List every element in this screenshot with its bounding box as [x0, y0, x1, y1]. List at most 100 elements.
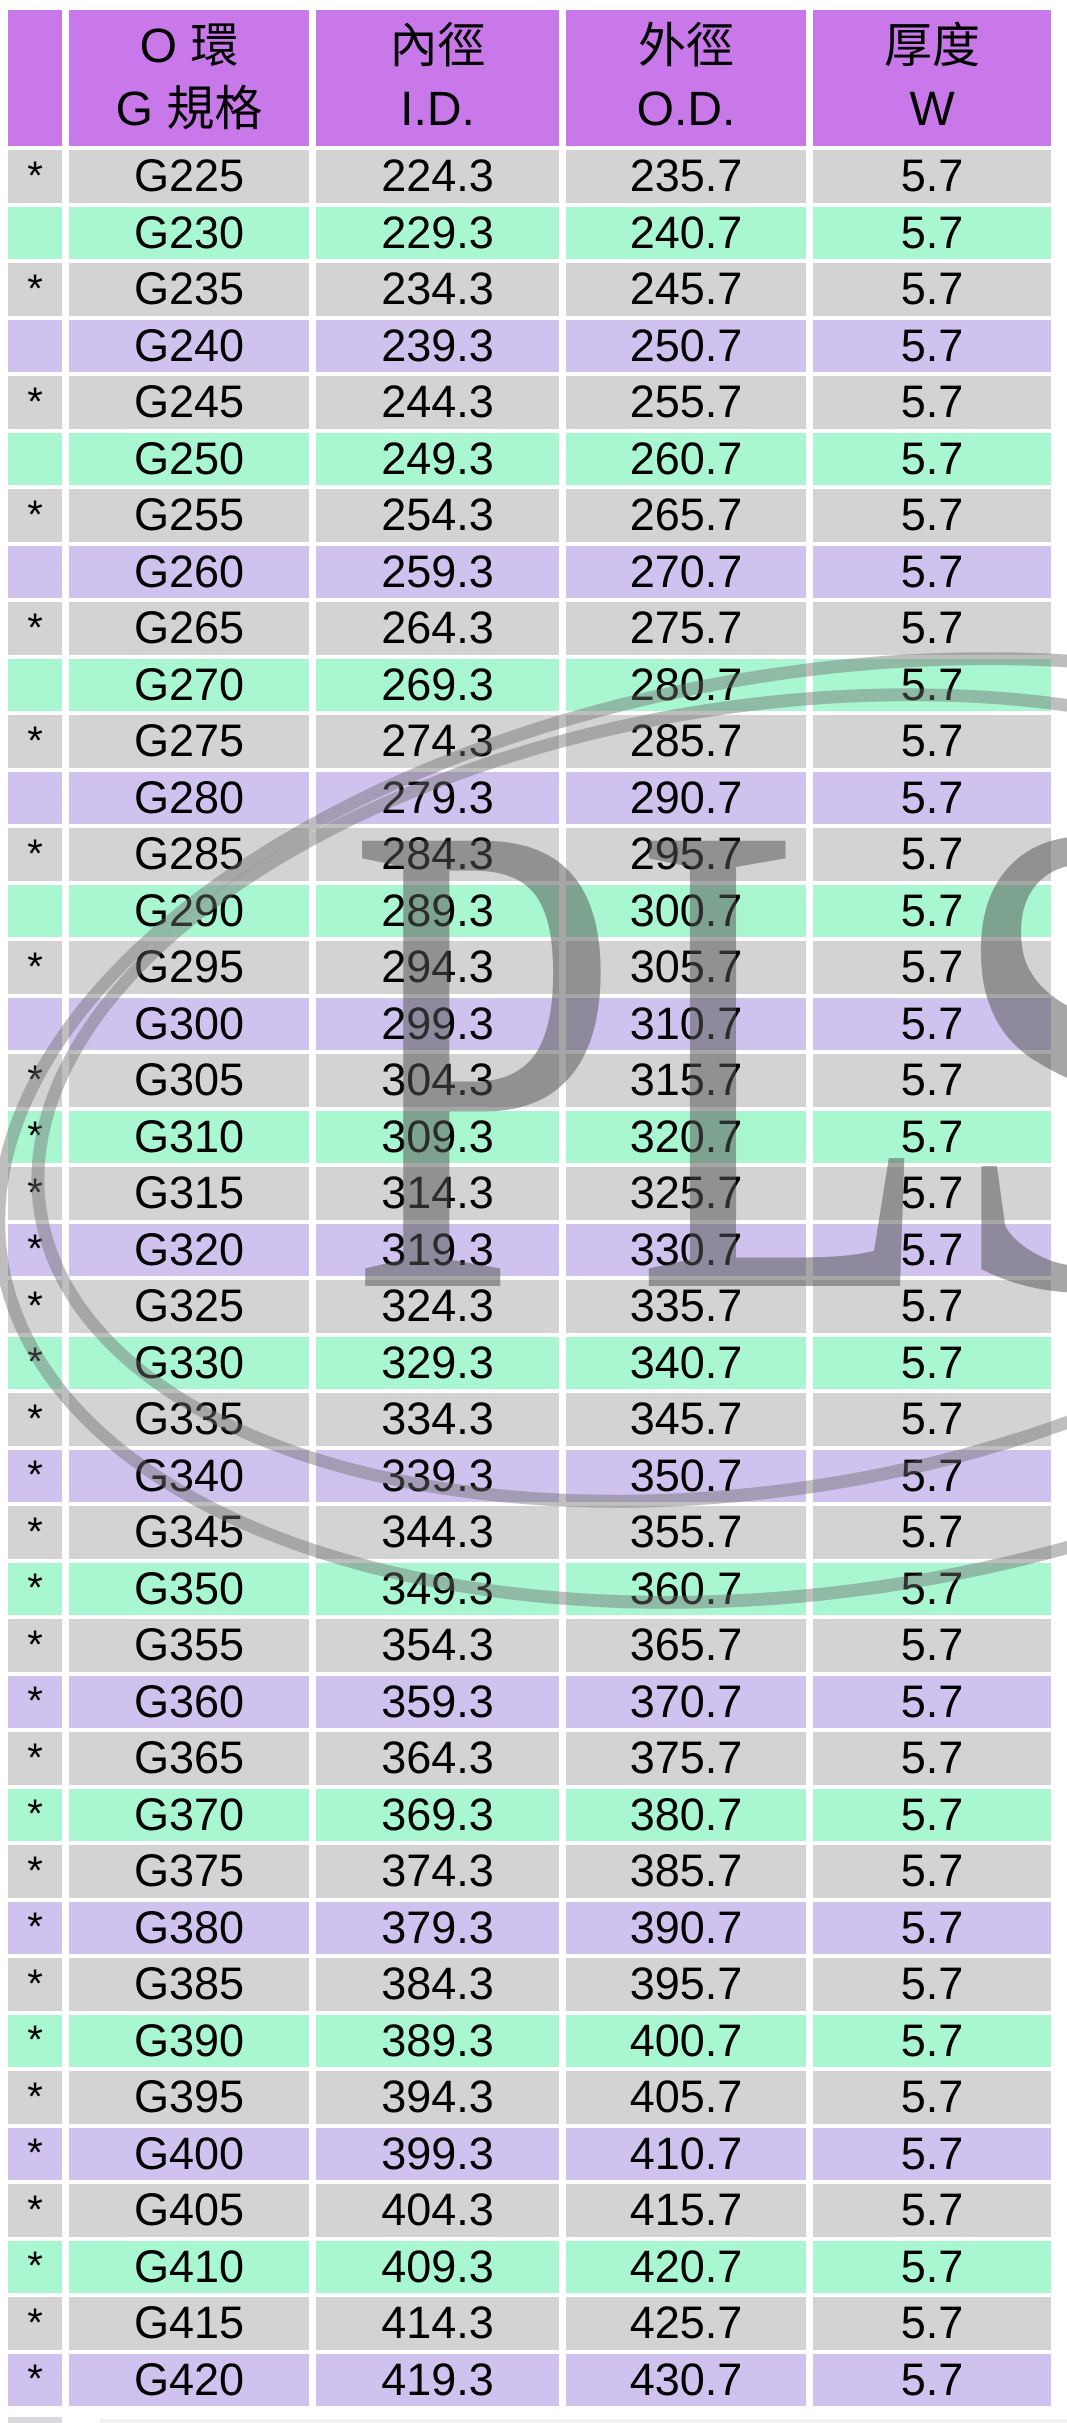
- w-cell: 5.7: [813, 432, 1051, 485]
- w-cell: 5.7: [813, 715, 1051, 768]
- header-od-line2: O.D.: [636, 83, 736, 136]
- w-cell: 5.7: [813, 1167, 1051, 1220]
- id-cell: 419.3: [316, 2353, 559, 2406]
- star-cell: *: [8, 715, 62, 768]
- spec-cell: G240: [69, 319, 309, 372]
- od-cell: 375.7: [566, 1732, 806, 1785]
- id-cell: 404.3: [316, 2184, 559, 2237]
- od-cell: 360.7: [566, 1562, 806, 1615]
- w-cell: 5.7: [813, 206, 1051, 259]
- id-cell: 289.3: [316, 884, 559, 937]
- id-cell: 314.3: [316, 1167, 559, 1220]
- id-cell: 234.3: [316, 263, 559, 316]
- star-cell: [8, 206, 62, 259]
- od-cell: 370.7: [566, 1675, 806, 1728]
- table-row: * G355 354.3 365.7 5.7: [8, 1619, 1051, 1672]
- star-cell: [8, 771, 62, 824]
- table-row: * G305 304.3 315.7 5.7: [8, 1054, 1051, 1107]
- id-cell: 414.3: [316, 2297, 559, 2350]
- od-cell: 335.7: [566, 1280, 806, 1333]
- star-cell: *: [8, 1619, 62, 1672]
- spec-cell: G300: [69, 997, 309, 1050]
- star-cell: *: [8, 1223, 62, 1276]
- star-cell: [8, 319, 62, 372]
- w-cell: 5.7: [813, 828, 1051, 881]
- spec-cell: G315: [69, 1167, 309, 1220]
- header-w-line1: 厚度: [883, 19, 980, 73]
- table-row: * G315 314.3 325.7 5.7: [8, 1167, 1051, 1220]
- star-cell: *: [8, 1054, 62, 1107]
- table-row: G280 279.3 290.7 5.7: [8, 771, 1051, 824]
- table-row: * G410 409.3 420.7 5.7: [8, 2240, 1051, 2293]
- header-w-line2: W: [909, 83, 955, 136]
- id-cell: 299.3: [316, 997, 559, 1050]
- star-cell: *: [8, 602, 62, 655]
- table-row: * G340 339.3 350.7 5.7: [8, 1449, 1051, 1502]
- spec-cell: G230: [69, 206, 309, 259]
- od-cell: 390.7: [566, 1901, 806, 1954]
- id-cell: 254.3: [316, 489, 559, 542]
- spec-cell: G325: [69, 1280, 309, 1333]
- star-cell: *: [8, 2297, 62, 2350]
- w-cell: 5.7: [813, 150, 1051, 203]
- table-row: * G245 244.3 255.7 5.7: [8, 376, 1051, 429]
- id-cell: 389.3: [316, 2014, 559, 2067]
- star-cell: *: [8, 376, 62, 429]
- table-row: * G350 349.3 360.7 5.7: [8, 1562, 1051, 1615]
- od-cell: 325.7: [566, 1167, 806, 1220]
- id-cell: 224.3: [316, 150, 559, 203]
- table-row: G300 299.3 310.7 5.7: [8, 997, 1051, 1050]
- od-cell: 410.7: [566, 2127, 806, 2180]
- table-row: G230 229.3 240.7 5.7: [8, 206, 1051, 259]
- star-cell: [8, 545, 62, 598]
- table-row: * G370 369.3 380.7 5.7: [8, 1788, 1051, 1841]
- spec-cell: G280: [69, 771, 309, 824]
- table-row: * G375 374.3 385.7 5.7: [8, 1845, 1051, 1898]
- w-cell: 5.7: [813, 1223, 1051, 1276]
- spec-cell: G245: [69, 376, 309, 429]
- star-cell: [8, 997, 62, 1050]
- w-cell: 5.7: [813, 941, 1051, 994]
- od-cell: 350.7: [566, 1449, 806, 1502]
- od-cell: 405.7: [566, 2071, 806, 2124]
- id-cell: 284.3: [316, 828, 559, 881]
- w-cell: 5.7: [813, 319, 1051, 372]
- od-cell: 425.7: [566, 2297, 806, 2350]
- w-cell: 5.7: [813, 489, 1051, 542]
- star-cell: [8, 432, 62, 485]
- table-row: * G405 404.3 415.7 5.7: [8, 2184, 1051, 2237]
- id-cell: 374.3: [316, 1845, 559, 1898]
- spec-cell: G410: [69, 2240, 309, 2293]
- cropped-next-row-sliver-left: [8, 2417, 62, 2423]
- id-cell: 229.3: [316, 206, 559, 259]
- star-cell: *: [8, 150, 62, 203]
- w-cell: 5.7: [813, 1110, 1051, 1163]
- table-row: * G325 324.3 335.7 5.7: [8, 1280, 1051, 1333]
- w-cell: 5.7: [813, 771, 1051, 824]
- od-cell: 415.7: [566, 2184, 806, 2237]
- od-cell: 260.7: [566, 432, 806, 485]
- od-cell: 235.7: [566, 150, 806, 203]
- w-cell: 5.7: [813, 997, 1051, 1050]
- spec-cell: G290: [69, 884, 309, 937]
- w-cell: 5.7: [813, 884, 1051, 937]
- table-row: * G255 254.3 265.7 5.7: [8, 489, 1051, 542]
- id-cell: 394.3: [316, 2071, 559, 2124]
- table-row: G240 239.3 250.7 5.7: [8, 319, 1051, 372]
- od-cell: 345.7: [566, 1393, 806, 1446]
- id-cell: 249.3: [316, 432, 559, 485]
- spec-cell: G255: [69, 489, 309, 542]
- w-cell: 5.7: [813, 1449, 1051, 1502]
- table-row: * G235 234.3 245.7 5.7: [8, 263, 1051, 316]
- w-cell: 5.7: [813, 1619, 1051, 1672]
- spec-cell: G250: [69, 432, 309, 485]
- spec-cell: G305: [69, 1054, 309, 1107]
- id-cell: 264.3: [316, 602, 559, 655]
- spec-cell: G235: [69, 263, 309, 316]
- id-cell: 309.3: [316, 1110, 559, 1163]
- od-cell: 395.7: [566, 1958, 806, 2011]
- header-id-line1: 內徑: [389, 19, 486, 73]
- table-row: G290 289.3 300.7 5.7: [8, 884, 1051, 937]
- spec-cell: G360: [69, 1675, 309, 1728]
- star-cell: *: [8, 1562, 62, 1615]
